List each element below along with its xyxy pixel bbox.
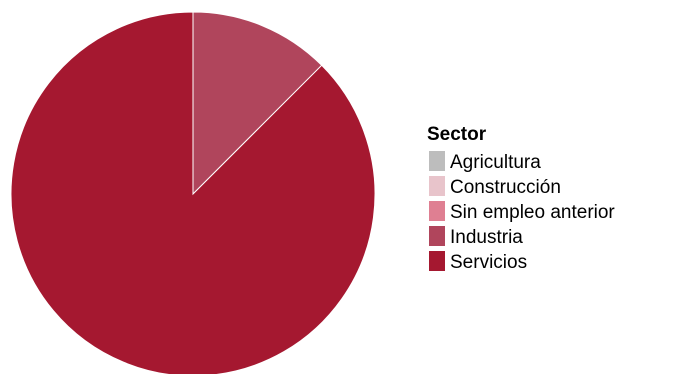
- legend-items: Agricultura Construcción Sin empleo anteri…: [429, 151, 615, 273]
- legend-label-construcci-n: Construcción: [450, 177, 561, 198]
- legend-swatch-sin-empleo-anterior: [429, 201, 445, 221]
- pie-slice-servicios: [10, 11, 376, 374]
- legend-label-servicios: Servicios: [450, 252, 527, 273]
- pie-slices: [10, 11, 376, 374]
- legend: Sector Agricultura Construcción Sin empleo…: [427, 124, 615, 273]
- legend-swatch-agricultura: [429, 151, 445, 171]
- legend-swatch-construcci-n: [429, 176, 445, 196]
- legend-swatch-industria: [429, 226, 445, 246]
- legend-label-industria: Industria: [450, 227, 523, 248]
- legend-title: Sector: [427, 124, 487, 145]
- pie-slice-industria: [192, 11, 323, 196]
- legend-label-agricultura: Agricultura: [450, 152, 541, 173]
- legend-swatch-servicios: [429, 251, 445, 271]
- legend-label-sin-empleo-anterior: Sin empleo anterior: [450, 202, 615, 223]
